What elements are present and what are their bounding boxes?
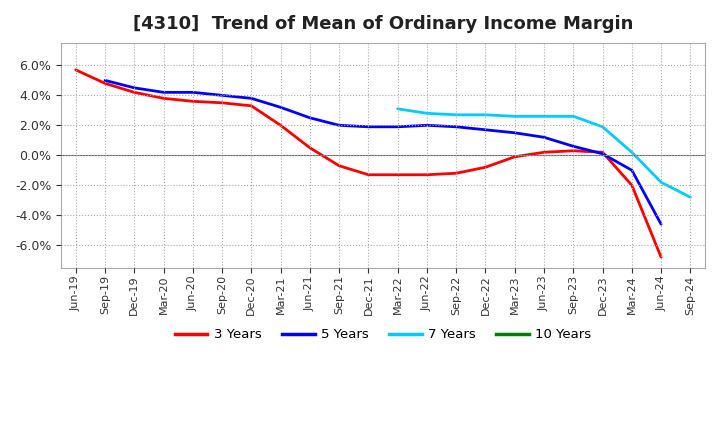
- Legend: 3 Years, 5 Years, 7 Years, 10 Years: 3 Years, 5 Years, 7 Years, 10 Years: [169, 323, 597, 346]
- Title: [4310]  Trend of Mean of Ordinary Income Margin: [4310] Trend of Mean of Ordinary Income …: [133, 15, 633, 33]
